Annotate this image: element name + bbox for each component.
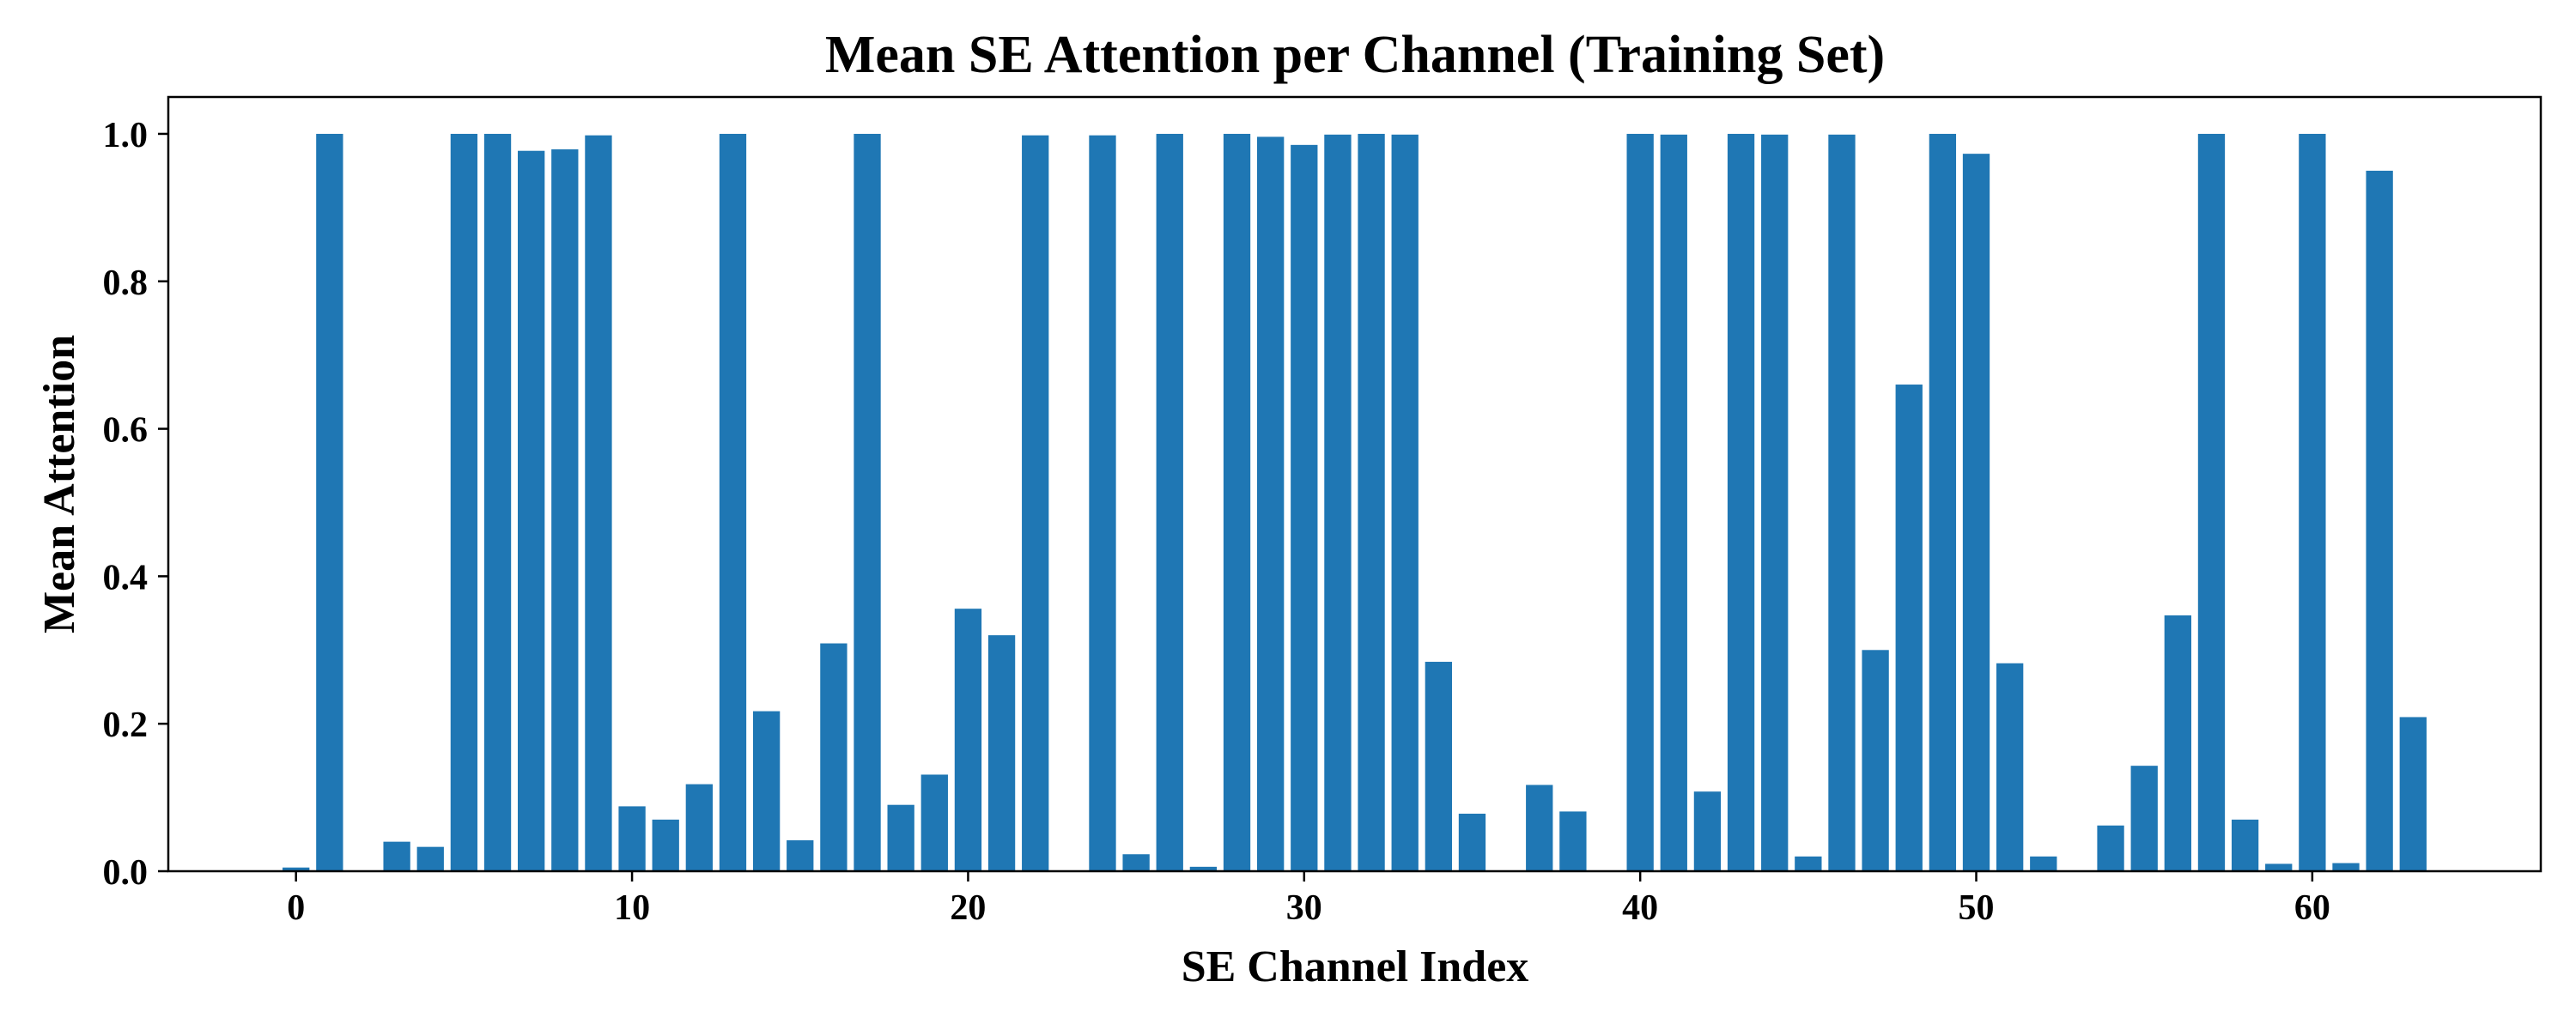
bar-channel-19 <box>920 774 948 871</box>
bar-channel-28 <box>1223 133 1251 871</box>
bar-channel-47 <box>1862 650 1889 871</box>
bar-channel-6 <box>483 133 512 871</box>
bar-channel-5 <box>450 133 478 871</box>
y-axis-ticks: 0.0 0.2 0.4 0.6 0.8 1.0 <box>103 116 168 893</box>
x-tick-label: 20 <box>950 888 986 928</box>
bar-channel-51 <box>1996 663 2024 871</box>
bar-channel-54 <box>2097 825 2124 871</box>
bar-channel-41 <box>1660 134 1687 871</box>
y-tick-label: 0.2 <box>103 706 149 745</box>
bar-channel-21 <box>987 635 1016 871</box>
y-tick-label: 0.0 <box>103 853 149 893</box>
x-tick-label: 0 <box>287 888 305 928</box>
bar-channel-52 <box>2030 856 2057 871</box>
bar-channel-40 <box>1626 133 1654 871</box>
bar-channel-57 <box>2197 133 2226 871</box>
bar-channel-62 <box>2366 170 2393 871</box>
bar-channel-42 <box>1693 791 1722 871</box>
bar-channel-4 <box>416 846 444 871</box>
x-tick-label: 10 <box>614 888 650 928</box>
bar-channel-61 <box>2332 863 2360 871</box>
bar-channel-20 <box>954 609 982 871</box>
bar-channel-58 <box>2231 819 2259 871</box>
bar-channel-37 <box>1526 785 1553 871</box>
bar-channel-26 <box>1156 133 1183 871</box>
bar-channel-18 <box>887 804 914 871</box>
bar-channel-38 <box>1559 811 1587 871</box>
bar-channel-3 <box>383 841 410 871</box>
x-tick-label: 30 <box>1286 888 1322 928</box>
bar-channel-43 <box>1727 133 1755 871</box>
bars <box>283 133 2427 872</box>
bar-channel-13 <box>719 133 747 871</box>
bar-channel-10 <box>618 806 646 871</box>
bar-channel-46 <box>1828 134 1856 871</box>
bar-channel-14 <box>752 711 781 871</box>
chart-title: Mean SE Attention per Channel (Training … <box>825 26 1885 84</box>
bar-channel-17 <box>854 133 881 871</box>
bar-channel-16 <box>820 643 848 871</box>
y-tick-label: 0.8 <box>103 264 149 303</box>
bar-channel-55 <box>2130 766 2158 871</box>
bar-channel-44 <box>1761 134 1789 871</box>
bar-channel-7 <box>518 150 545 871</box>
y-tick-label: 1.0 <box>103 116 149 155</box>
bar-channel-25 <box>1122 854 1150 871</box>
bar-channel-59 <box>2265 863 2293 871</box>
bar-channel-27 <box>1189 866 1218 871</box>
bar-channel-49 <box>1929 133 1957 871</box>
bar-channel-48 <box>1895 385 1923 871</box>
x-tick-label: 60 <box>2294 888 2330 928</box>
bar-channel-31 <box>1324 134 1352 871</box>
bar-channel-22 <box>1022 135 1049 872</box>
bar-channel-45 <box>1795 856 1822 871</box>
bar-channel-56 <box>2164 615 2191 871</box>
bar-channel-30 <box>1291 144 1318 872</box>
x-axis-ticks: 0 10 20 30 40 50 60 <box>287 871 2330 928</box>
bar-channel-1 <box>316 133 343 871</box>
plot-frame <box>167 95 2543 873</box>
bar-channel-60 <box>2299 133 2326 871</box>
bar-channel-24 <box>1089 135 1116 872</box>
y-axis-label: Mean Attention <box>35 335 84 633</box>
bar-channel-8 <box>551 148 579 872</box>
bar-channel-50 <box>1962 154 1990 871</box>
bar-channel-0 <box>283 867 310 871</box>
x-tick-label: 40 <box>1622 888 1658 928</box>
x-axis-label: SE Channel Index <box>1182 942 1529 991</box>
bar-channel-12 <box>685 784 713 871</box>
bar-channel-15 <box>787 839 814 871</box>
bar-channel-32 <box>1358 133 1385 871</box>
y-tick-label: 0.4 <box>103 558 149 597</box>
bar-channel-34 <box>1425 662 1452 871</box>
bar-channel-9 <box>585 135 612 872</box>
bar-channel-33 <box>1391 134 1419 871</box>
bar-channel-63 <box>2399 717 2427 871</box>
x-tick-label: 50 <box>1959 888 1995 928</box>
bar-channel-29 <box>1257 136 1285 871</box>
bar-channel-11 <box>652 819 679 871</box>
bar-channel-35 <box>1458 813 1486 871</box>
y-tick-label: 0.6 <box>103 411 149 451</box>
